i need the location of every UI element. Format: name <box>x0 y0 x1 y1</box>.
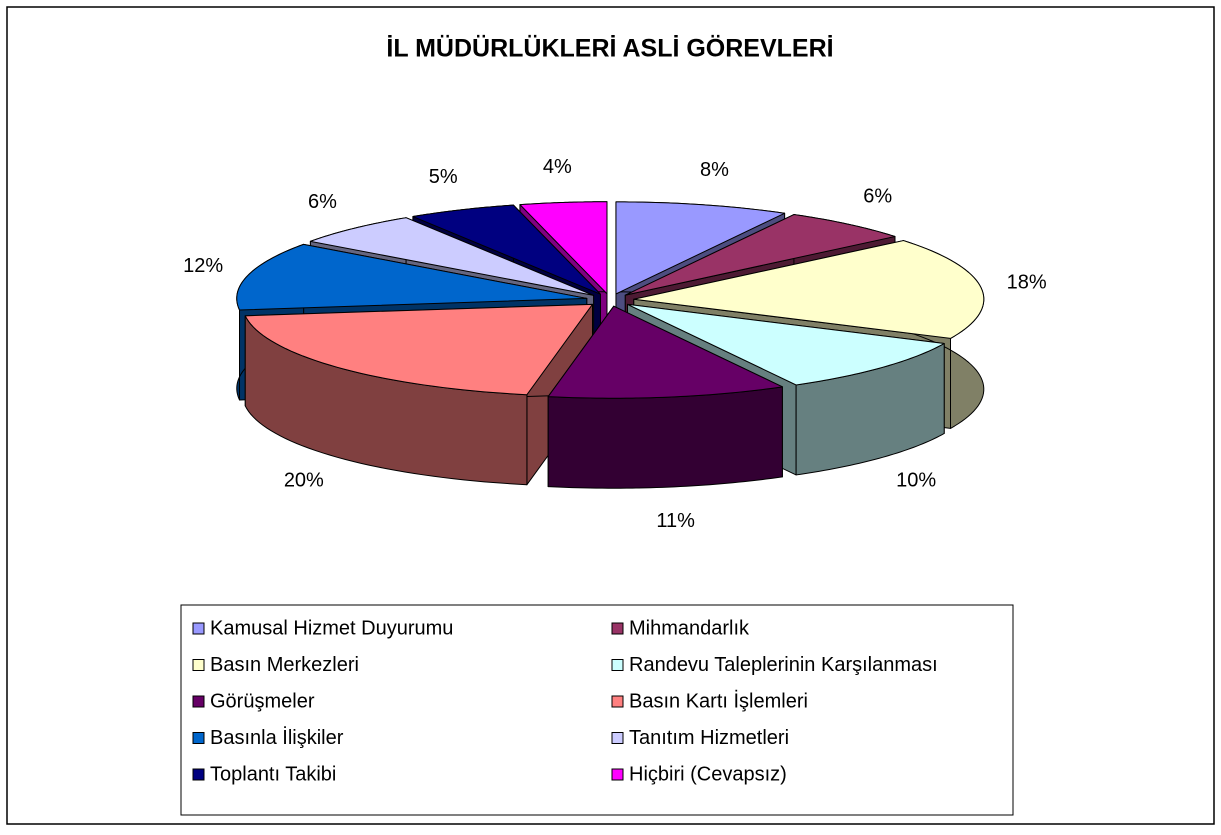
legend-label: Basın Kartı İşlemleri <box>629 689 808 712</box>
legend-label: Randevu Taleplerinin Karşılanması <box>629 654 938 676</box>
legend-swatch <box>611 659 624 671</box>
legend-label: Görüşmeler <box>210 690 315 712</box>
data-label: 11% <box>656 510 695 532</box>
legend-swatch <box>192 732 205 744</box>
pie-slice <box>547 305 783 489</box>
legend-swatch <box>611 622 624 635</box>
slice-top <box>244 303 594 396</box>
data-label: 5% <box>429 166 458 188</box>
legend-swatch <box>192 622 205 635</box>
legend-label: Basın Merkezleri <box>210 654 359 676</box>
legend-label: Hiçbiri (Cevapsız) <box>629 763 787 785</box>
slice-wall <box>547 386 783 489</box>
legend-label: Basınla İlişkiler <box>210 726 344 749</box>
data-label: 18% <box>1007 272 1047 294</box>
legend-swatch <box>192 659 205 671</box>
legend-swatch <box>192 695 205 708</box>
data-label: 8% <box>700 159 729 181</box>
data-label: 20% <box>284 470 324 492</box>
slice-top <box>624 214 896 296</box>
legend-swatch <box>611 695 624 708</box>
slice-top <box>547 305 783 399</box>
data-label: 12% <box>183 255 223 277</box>
data-label: 6% <box>308 191 337 213</box>
data-label: 10% <box>896 470 936 492</box>
slice-top <box>615 201 786 295</box>
data-label: 4% <box>543 156 572 178</box>
slice-top <box>626 303 945 386</box>
data-label: 6% <box>863 185 892 207</box>
slice-top <box>309 217 595 296</box>
slice-top <box>236 243 588 311</box>
legend-label: Toplantı Takibi <box>210 763 336 785</box>
legend-label: Kamusal Hizmet Duyurumu <box>210 617 453 639</box>
legend-swatch <box>192 768 205 781</box>
chart-title: İL MÜDÜRLÜKLERİ ASLİ GÖREVLERİ <box>386 34 833 63</box>
slice-top <box>519 201 608 295</box>
legend-box <box>180 604 1014 816</box>
legend-swatch <box>611 768 624 781</box>
legend-swatch <box>611 732 624 744</box>
slice-top <box>633 240 985 339</box>
slice-top <box>412 204 601 295</box>
legend-label: Tanıtım Hizmetleri <box>629 727 789 749</box>
legend-label: Mihmandarlık <box>629 617 750 639</box>
